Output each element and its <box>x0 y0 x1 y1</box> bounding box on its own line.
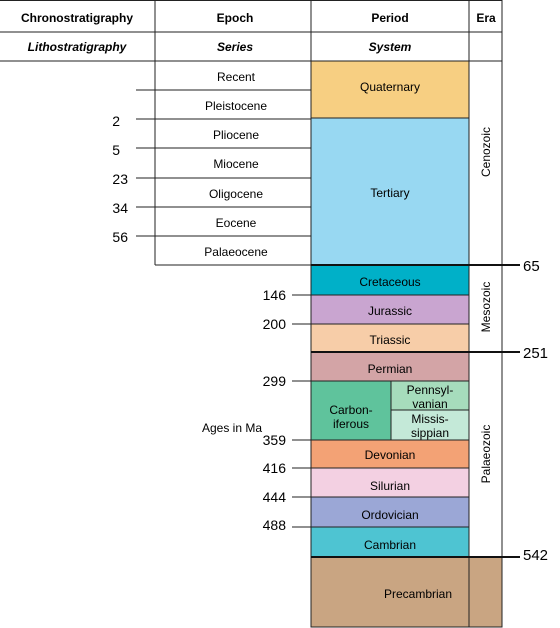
ages-in-ma-label: Ages in Ma <box>202 421 262 435</box>
period-label-cambrian: Cambrian <box>364 538 416 552</box>
period-label-mississippian: Missis-sippian <box>411 412 449 440</box>
epoch-label-eocene: Eocene <box>216 216 257 230</box>
period-block-quaternary <box>310 60 470 119</box>
epoch-label-oligocene: Oligocene <box>209 187 263 201</box>
era-boundary-age-251: 251 <box>523 345 548 362</box>
period-label-carboniferous: Carbon-iferous <box>329 403 372 431</box>
period-label-quaternary: Quaternary <box>360 80 420 94</box>
period-label-precambrian: Precambrian <box>384 587 452 601</box>
period-age-146: 146 <box>263 287 287 303</box>
period-block-mississippian <box>390 409 470 441</box>
epoch-label-pleistocene: Pleistocene <box>205 99 267 113</box>
header-chronostratigraphy: Chronostratigraphy <box>21 11 133 25</box>
period-label-cretaceous: Cretaceous <box>359 275 420 289</box>
period-label-ordovician: Ordovician <box>361 508 418 522</box>
period-age-ticks <box>292 294 311 528</box>
epoch-age-5: 5 <box>112 142 120 158</box>
header-series: Series <box>217 40 253 54</box>
epoch-label-miocene: Miocene <box>213 157 259 171</box>
epoch-label-recent: Recent <box>217 70 256 84</box>
period-block-precambrian <box>310 556 503 628</box>
epoch-age-56: 56 <box>112 229 128 245</box>
period-block-pennsylvanian <box>390 380 470 411</box>
period-label-devonian: Devonian <box>365 448 416 462</box>
period-label-jurassic: Jurassic <box>368 304 412 318</box>
era-boundaries <box>311 264 520 558</box>
header-period: Period <box>371 11 408 25</box>
label-line: Missis- <box>411 412 448 426</box>
period-block-ordovician <box>310 496 470 528</box>
epoch-age-23: 23 <box>112 171 128 187</box>
period-block-silurian <box>310 467 470 498</box>
era-boundary-age-542: 542 <box>523 547 548 564</box>
period-label-tertiary: Tertiary <box>370 186 409 200</box>
header-system: System <box>369 40 412 54</box>
period-block-carboniferous <box>310 380 392 441</box>
period-age-444: 444 <box>263 489 287 505</box>
period-age-299: 299 <box>263 373 287 389</box>
epoch-label-palaeocene: Palaeocene <box>204 245 268 259</box>
era-boundary-age-65: 65 <box>523 258 540 275</box>
period-age-488: 488 <box>263 517 287 533</box>
period-label-permian: Permian <box>368 362 413 376</box>
epoch-age-34: 34 <box>112 200 128 216</box>
epoch-box <box>154 61 311 266</box>
epoch-label-pliocene: Pliocene <box>213 128 259 142</box>
epoch-dividers <box>136 89 311 237</box>
header-lithostratigraphy: Lithostratigraphy <box>28 40 128 54</box>
period-age-359: 359 <box>263 432 287 448</box>
period-block-cambrian <box>310 526 470 558</box>
period-age-200: 200 <box>263 316 287 332</box>
era-label-mesozoic: Mesozoic <box>479 282 493 333</box>
header-era: Era <box>476 11 496 25</box>
epoch-age-2: 2 <box>112 113 120 129</box>
period-label-silurian: Silurian <box>370 479 410 493</box>
label-line: sippian <box>411 426 449 440</box>
period-label-pennsylvanian: Pennsyl-vanian <box>407 383 454 411</box>
label-line: iferous <box>333 417 369 431</box>
period-label-triassic: Triassic <box>370 333 411 347</box>
label-line: vanian <box>412 397 447 411</box>
label-line: Pennsyl- <box>407 383 454 397</box>
label-line: Carbon- <box>329 403 372 417</box>
era-label-cenozoic: Cenozoic <box>479 127 493 177</box>
period-age-416: 416 <box>263 460 287 476</box>
era-label-palaeozoic: Palaeozoic <box>479 425 493 484</box>
period-block-permian <box>310 351 470 382</box>
header-epoch: Epoch <box>217 11 254 25</box>
